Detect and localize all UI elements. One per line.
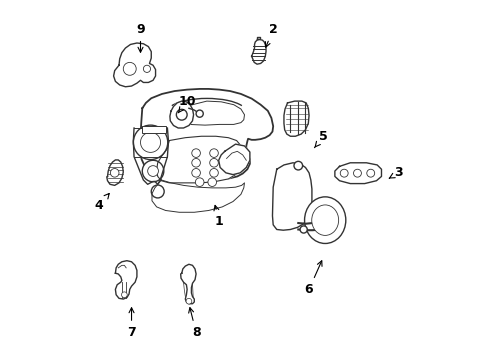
Polygon shape [257,37,259,40]
Text: 6: 6 [304,261,322,296]
Circle shape [209,168,218,177]
Text: 2: 2 [265,23,277,47]
Polygon shape [272,163,311,230]
Text: 1: 1 [214,206,224,228]
Circle shape [176,109,187,120]
Polygon shape [152,180,244,212]
Circle shape [121,292,127,298]
Polygon shape [113,43,155,87]
Polygon shape [180,264,196,304]
Text: 3: 3 [388,166,402,179]
Circle shape [147,166,158,176]
Text: 9: 9 [136,23,144,52]
Polygon shape [169,101,193,128]
Circle shape [143,65,150,72]
Circle shape [353,169,361,177]
Circle shape [293,161,302,170]
Circle shape [185,298,191,304]
Circle shape [300,226,306,233]
Text: 4: 4 [95,193,109,212]
Polygon shape [106,160,123,185]
Circle shape [340,169,347,177]
Circle shape [207,178,216,186]
Circle shape [195,178,203,186]
Text: 8: 8 [188,308,200,339]
Circle shape [123,62,136,75]
Circle shape [151,185,164,198]
Circle shape [366,169,374,177]
Ellipse shape [311,205,338,235]
Circle shape [191,149,200,157]
Circle shape [133,125,167,159]
Polygon shape [251,40,265,64]
Polygon shape [140,89,273,180]
Polygon shape [115,261,137,299]
Polygon shape [218,144,249,175]
Text: 5: 5 [314,130,327,148]
Text: 7: 7 [127,308,136,339]
Circle shape [196,110,203,117]
Text: 10: 10 [178,95,196,113]
Polygon shape [156,136,240,183]
Polygon shape [174,101,244,125]
Ellipse shape [304,197,345,243]
Circle shape [209,158,218,167]
Circle shape [209,149,218,157]
Bar [142,126,165,134]
Polygon shape [334,163,381,184]
Circle shape [110,168,119,177]
Polygon shape [284,101,308,136]
Circle shape [191,168,200,177]
Circle shape [191,158,200,167]
Circle shape [140,132,160,152]
Circle shape [142,160,163,182]
